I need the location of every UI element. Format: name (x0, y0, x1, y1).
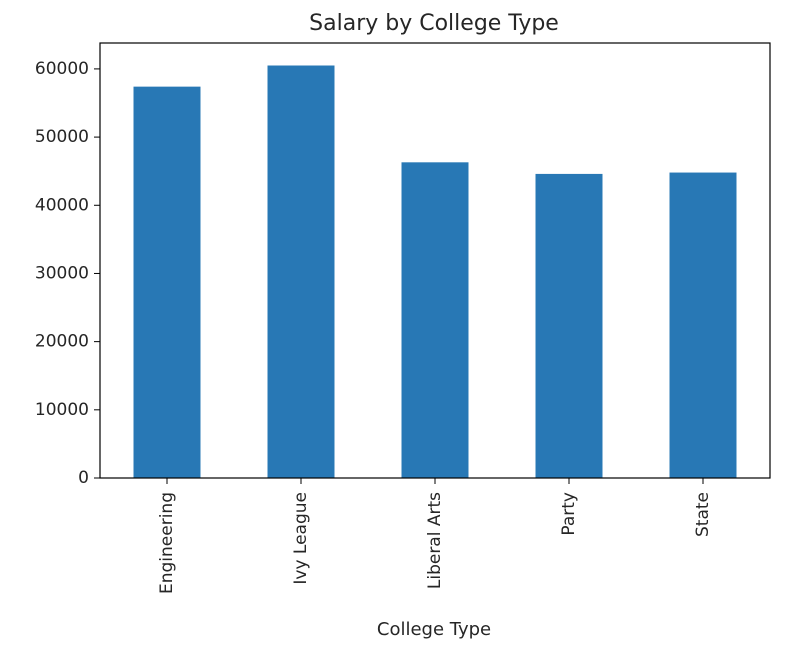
x-tick-label: State (693, 492, 713, 537)
x-tick-label: Engineering (157, 492, 177, 594)
x-tick-label: Liberal Arts (425, 492, 445, 589)
bar-liberal-arts (401, 162, 469, 478)
y-axis: 0 10000 20000 30000 40000 50000 60000 (35, 59, 100, 488)
y-tick-label: 0 (78, 468, 89, 488)
x-axis-title: College Type (377, 619, 491, 640)
chart-title: Salary by College Type (309, 11, 559, 36)
y-tick-label: 30000 (35, 263, 89, 283)
y-tick-label: 40000 (35, 195, 89, 215)
bar-ivy-league (267, 65, 335, 478)
plot-frame (99, 42, 771, 479)
x-axis: Engineering Ivy League Liberal Arts Party St… (157, 478, 713, 594)
y-tick-label: 10000 (35, 400, 89, 420)
y-tick-label: 50000 (35, 127, 89, 147)
bars-group (133, 65, 737, 479)
x-tick-label: Party (559, 492, 579, 536)
bar-engineering (133, 86, 201, 478)
x-tick-label: Ivy League (291, 492, 311, 585)
bar-state (669, 172, 737, 479)
y-tick-label: 60000 (35, 59, 89, 79)
y-tick-label: 20000 (35, 332, 89, 352)
bar-party (535, 173, 603, 478)
